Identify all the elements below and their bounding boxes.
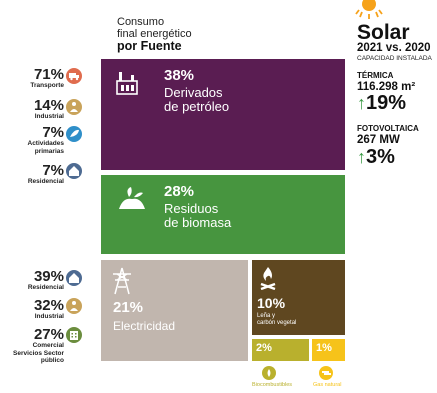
- termica-change-value: 19%: [366, 92, 407, 114]
- tile-residuos-biomasa: 28% Residuos de biomasa: [101, 175, 345, 254]
- house-icon: [66, 270, 82, 286]
- breakdown-value: 14%: [33, 97, 64, 114]
- tile-percent: 38%: [164, 67, 195, 84]
- breakdown-value: 7%: [42, 124, 64, 141]
- factory-worker-icon: [66, 298, 82, 314]
- oil-refinery-icon: [116, 72, 138, 95]
- sun-icon: [355, 0, 383, 19]
- breakdown-value: 32%: [33, 297, 64, 314]
- chart-title-line3: por Fuente: [117, 39, 182, 53]
- termica-change: ↑19%: [357, 93, 406, 114]
- biomass-icon: [119, 187, 145, 209]
- factory-worker-icon: [66, 99, 82, 115]
- tile-percent: 2%: [256, 342, 272, 354]
- up-arrow-icon: ↑: [357, 93, 366, 113]
- up-arrow-icon: ↑: [357, 147, 366, 167]
- solar-caption: CAPACIDAD INSTALADA: [357, 55, 432, 62]
- breakdown-value: 39%: [33, 268, 64, 285]
- breakdown-actividades-primarias: 7% Actividades primarias: [4, 124, 65, 155]
- tile-label-line2: de biomasa: [164, 215, 232, 230]
- tile-percent: 10%: [257, 295, 286, 311]
- breakdown-industrial: 14% Industrial: [34, 98, 64, 121]
- breakdown-elec-industrial: 32% Industrial: [34, 298, 64, 321]
- breakdown-sector: Actividades primarias: [27, 140, 65, 155]
- breakdown-value: 71%: [33, 66, 64, 83]
- breakdown-elec-comercial: 27% Comercial Servicios Sector público: [8, 327, 64, 365]
- legend-biocombustibles: Biocombustibles: [252, 382, 293, 388]
- breakdown-residencial: 7% Residencial: [28, 163, 64, 186]
- house-icon: [66, 163, 82, 179]
- termica-value: 116.298 m²: [357, 81, 416, 93]
- tile-percent: 21%: [113, 299, 144, 316]
- building-icon: [66, 327, 82, 343]
- breakdown-sector: Industrial: [34, 313, 64, 320]
- tile-lena-carbon: 10% Leña y carbón vegetal: [252, 260, 345, 335]
- truck-icon: [66, 68, 82, 84]
- fotovoltaica-change-value: 3%: [366, 146, 395, 168]
- tile-label-line1: Electricidad: [113, 319, 176, 333]
- leaf-hand-icon: [66, 126, 82, 142]
- breakdown-value: 7%: [42, 162, 64, 179]
- power-tower-icon: [113, 267, 131, 295]
- tile-biocombustibles: 2%: [252, 339, 309, 361]
- fotovoltaica-change: ↑3%: [357, 147, 395, 168]
- tile-label-line2: de petróleo: [164, 99, 230, 114]
- biofuel-drop-icon: [262, 366, 276, 380]
- breakdown-value: 27%: [33, 326, 64, 343]
- breakdown-elec-residencial: 39% Residencial: [28, 269, 64, 292]
- tile-gas-natural: 1%: [312, 339, 345, 361]
- fire-wood-icon: [260, 267, 276, 290]
- tile-label-line1: Derivados: [164, 85, 223, 100]
- breakdown-transporte: 71% Transporte: [30, 67, 64, 90]
- gas-tap-icon: [319, 366, 333, 380]
- breakdown-sector: Residencial: [27, 178, 64, 185]
- tile-label-line1: Residuos: [164, 201, 219, 216]
- tile-percent: 28%: [164, 183, 195, 200]
- solar-title: Solar: [357, 21, 410, 44]
- tile-electricidad: 21% Electricidad: [101, 260, 248, 361]
- termica-heading: TÉRMICA: [357, 71, 394, 80]
- solar-subtitle: 2021 vs. 2020: [357, 42, 431, 54]
- tile-label-line1: Leña y: [257, 313, 276, 319]
- tile-label-line2: carbón vegetal: [257, 320, 297, 326]
- tile-derivados-petroleo: 38% Derivados de petróleo: [101, 59, 345, 170]
- breakdown-sector: Comercial Servicios Sector público: [13, 342, 64, 364]
- tile-percent: 1%: [316, 342, 332, 354]
- chart-title-line1: Consumo: [117, 16, 165, 28]
- breakdown-sector: Industrial: [34, 113, 64, 120]
- breakdown-sector: Residencial: [27, 284, 64, 291]
- fotovoltaica-heading: FOTOVOLTAICA: [357, 124, 419, 133]
- breakdown-sector: Transporte: [30, 82, 64, 89]
- legend-gas-natural: Gas natural: [313, 382, 342, 388]
- chart-title-line2: final energético: [117, 28, 192, 40]
- fotovoltaica-value: 267 MW: [357, 134, 400, 146]
